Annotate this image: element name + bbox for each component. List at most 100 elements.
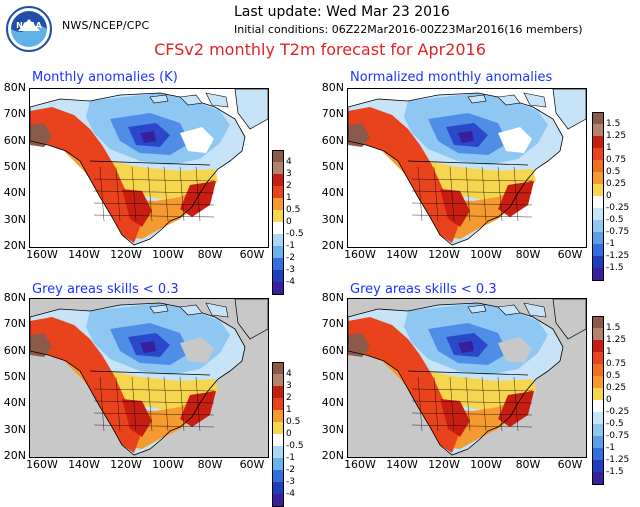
state-border <box>93 190 215 194</box>
state-border <box>481 166 487 222</box>
state-border <box>99 376 105 432</box>
state-border <box>481 376 487 432</box>
colorbar-swatch <box>272 150 284 163</box>
lon-tick-label: 140W <box>386 458 418 471</box>
anomaly-warm-peak <box>498 391 534 427</box>
lat-tick-label: 70N <box>321 107 344 121</box>
anomaly-warm-strong <box>30 107 140 243</box>
lat-tick-label: 60N <box>3 343 26 357</box>
lat-tick-label: 50N <box>3 159 26 173</box>
state-border <box>497 376 503 432</box>
anomaly-cool-extreme <box>458 131 474 143</box>
panel-title: Normalized monthly anomalies <box>350 70 553 85</box>
arctic-island <box>179 94 203 106</box>
lon-tick-label: 160W <box>344 248 376 261</box>
lat-tick-label: 40N <box>321 186 344 200</box>
lat-tick-label: 70N <box>321 317 344 331</box>
greenland <box>234 89 268 130</box>
state-border <box>93 178 215 182</box>
colorbar-tick-label: 1.25 <box>606 131 627 141</box>
lat-tick-label: 20N <box>321 448 344 462</box>
state-border <box>465 376 471 432</box>
colorbar-swatch <box>592 160 604 172</box>
colorbar-tick-label: 0.75 <box>606 359 627 369</box>
agency-label: NWS/NCEP/CPC <box>62 19 150 32</box>
colorbar-swatch <box>592 424 604 436</box>
state-border <box>93 424 215 428</box>
arctic-island <box>467 304 487 314</box>
lat-tick-label: 30N <box>321 212 344 226</box>
lon-tick-label: 100W <box>152 248 184 261</box>
colorbar-tick-label: 1 <box>606 143 612 153</box>
lon-tick-label: 140W <box>386 248 418 261</box>
colorbar-swatch <box>592 208 604 220</box>
colorbar-swatch <box>272 422 284 434</box>
colorbar-swatch <box>272 162 284 174</box>
arctic-island <box>523 92 547 108</box>
noaa-logo: NOAA <box>6 6 52 52</box>
colorbar-swatch <box>272 386 284 398</box>
colorbar-swatch <box>272 174 284 186</box>
state-border <box>131 376 137 432</box>
colorbar-tick-label: 3 <box>286 381 292 391</box>
colorbar-tick-label: 0.5 <box>606 371 621 381</box>
lon-tick-label: 120W <box>428 248 460 261</box>
colorbar-swatch <box>272 234 284 246</box>
colorbar-tick-label: -4 <box>286 277 295 287</box>
country-border <box>89 160 211 166</box>
hudson-bay <box>498 337 532 363</box>
lon-tick-label: 60W <box>239 248 265 261</box>
arctic-island <box>523 302 547 318</box>
state-border <box>195 376 201 432</box>
colorbar-swatch <box>592 124 604 136</box>
colorbar-swatch <box>272 246 284 258</box>
colorbar-swatch <box>592 388 604 400</box>
colorbar-tick-label: -4 <box>286 489 295 499</box>
state-border <box>411 388 533 392</box>
lon-tick-label: 100W <box>470 248 502 261</box>
lon-tick-label: 80W <box>197 248 223 261</box>
arctic-island <box>497 94 521 106</box>
greenland <box>234 299 268 340</box>
last-update: Last update: Wed Mar 23 2016 <box>234 4 450 20</box>
colorbar-swatch <box>272 446 284 458</box>
state-border <box>411 202 533 206</box>
colorbar-swatch <box>592 172 604 184</box>
colorbar-tick-label: 2 <box>286 181 292 191</box>
anomaly-warm-extreme <box>30 123 52 147</box>
anomaly-warm-extreme <box>348 333 370 357</box>
colorbar-swatch <box>592 112 604 125</box>
colorbar-swatch <box>272 410 284 422</box>
lon-tick-label: 80W <box>515 248 541 261</box>
lon-tick-label: 100W <box>152 458 184 471</box>
anomaly-warm-extreme <box>348 123 370 147</box>
colorbar-tick-label: 3 <box>286 169 292 179</box>
colorbar-tick-label: 2 <box>286 393 292 403</box>
lat-tick-label: 30N <box>321 422 344 436</box>
state-border <box>411 190 533 194</box>
colorbar-tick-label: 1 <box>606 347 612 357</box>
arctic-island <box>205 92 229 108</box>
colorbar-swatch <box>272 470 284 482</box>
anomaly-warm-strong <box>348 107 458 243</box>
forecast-map-anomaly-masked <box>29 298 269 458</box>
lat-tick-label: 40N <box>3 396 26 410</box>
state-border <box>163 166 169 222</box>
anomaly-cool-extreme <box>140 341 156 353</box>
colorbar-tick-label: -1.5 <box>606 263 624 273</box>
state-border <box>179 166 185 222</box>
forecast-map-anomaly <box>29 88 269 248</box>
colorbar-tick-label: -1 <box>606 239 615 249</box>
lat-tick-label: 60N <box>321 343 344 357</box>
colorbar-tick-label: -3 <box>286 265 295 275</box>
lon-tick-label: 100W <box>470 458 502 471</box>
state-border <box>93 388 215 392</box>
anomaly-cool-extreme <box>458 341 474 353</box>
colorbar-swatch <box>592 268 604 281</box>
anomaly-warm-peak <box>440 189 470 227</box>
state-border <box>411 412 533 416</box>
anomaly-warm-peak <box>440 399 470 437</box>
state-border <box>115 376 121 432</box>
state-border <box>433 376 439 432</box>
lon-tick-label: 160W <box>26 458 58 471</box>
